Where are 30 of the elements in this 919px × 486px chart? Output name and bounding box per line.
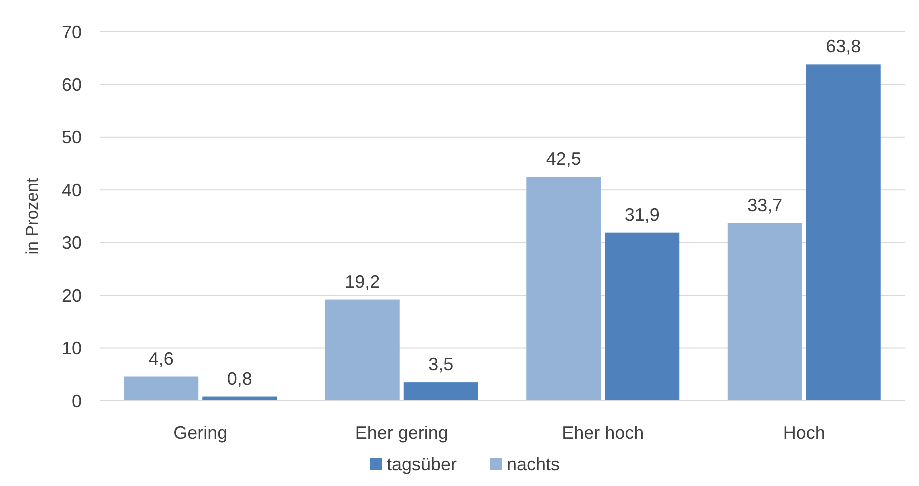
data-label: 0,8 — [227, 368, 252, 389]
bar — [526, 176, 602, 401]
bar — [728, 223, 802, 401]
x-tick-label: Gering — [174, 423, 228, 443]
y-tick-label: 60 — [62, 75, 82, 96]
data-label: 42,5 — [546, 148, 582, 169]
x-tick-label: Eher gering — [355, 423, 448, 443]
y-tick-label: 50 — [62, 128, 82, 148]
data-label: 3,5 — [428, 354, 454, 375]
y-tick-label: 70 — [62, 22, 82, 42]
bar — [325, 300, 400, 401]
bar — [605, 232, 680, 401]
data-label: 33,7 — [748, 195, 783, 216]
x-tick-label: Eher hoch — [562, 423, 644, 443]
data-label: 31,9 — [624, 204, 660, 225]
data-label: 19,2 — [345, 272, 380, 292]
bar — [806, 64, 881, 401]
y-tick-label: 20 — [62, 286, 82, 306]
y-axis-title: in Prozent — [23, 178, 42, 255]
data-label: 63,8 — [826, 36, 862, 57]
x-tick-label: Hoch — [783, 423, 826, 443]
legend-label: tagsüber — [387, 454, 458, 474]
data-label: 4,6 — [148, 348, 174, 369]
y-tick-label: 40 — [62, 180, 82, 200]
y-tick-label: 0 — [72, 391, 82, 412]
bar — [124, 376, 199, 401]
legend-label: nachts — [507, 454, 560, 474]
bar — [404, 382, 478, 401]
y-tick-label: 10 — [62, 338, 82, 359]
y-tick-label: 30 — [62, 233, 82, 254]
